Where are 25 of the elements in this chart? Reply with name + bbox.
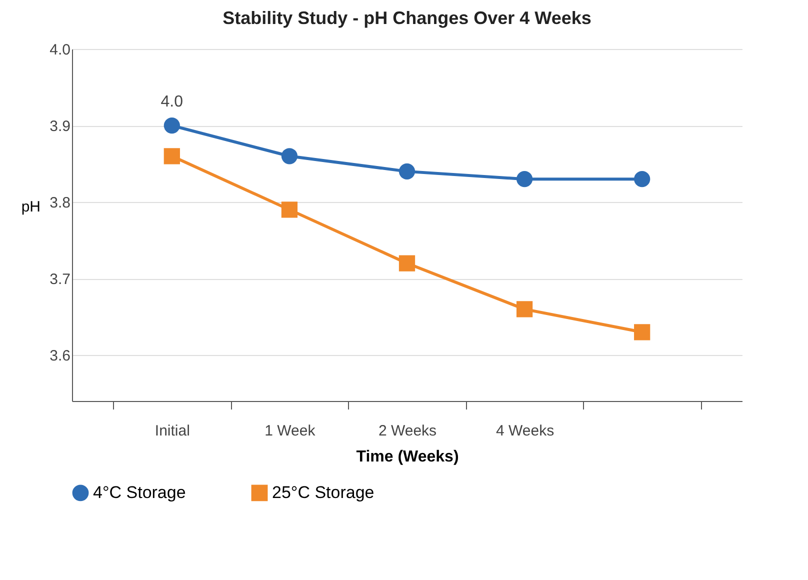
legend-label: 4°C Storage	[93, 482, 186, 502]
point	[281, 148, 298, 164]
y-tick-label: 3.8	[50, 194, 70, 212]
x-axis-title: Time (Weeks)	[356, 448, 459, 466]
point	[164, 148, 180, 164]
legend-label: 25°C Storage	[272, 482, 374, 502]
x-tick-label: 2 Weeks	[378, 422, 437, 440]
y-tick-label: 4.0	[50, 42, 70, 58]
point	[516, 171, 533, 188]
point	[516, 301, 533, 318]
point	[281, 202, 298, 218]
point	[398, 163, 416, 180]
x-tick-label: Initial	[154, 422, 190, 440]
point	[398, 255, 416, 272]
annotation: 4.0	[160, 94, 184, 111]
x-tick-label: 1 Week	[264, 422, 316, 440]
point	[634, 324, 650, 340]
chart-title: Stability Study - pH Changes Over 4 Weeks	[222, 8, 592, 28]
point	[164, 117, 180, 134]
y-tick-label: 3.9	[50, 118, 70, 136]
y-tick-label: 3.6	[50, 348, 70, 365]
y-tick-label: 3.7	[50, 271, 70, 288]
x-tick-label: 4 Weeks	[496, 422, 554, 440]
point	[634, 171, 650, 188]
y-axis-title: pH	[21, 198, 40, 216]
